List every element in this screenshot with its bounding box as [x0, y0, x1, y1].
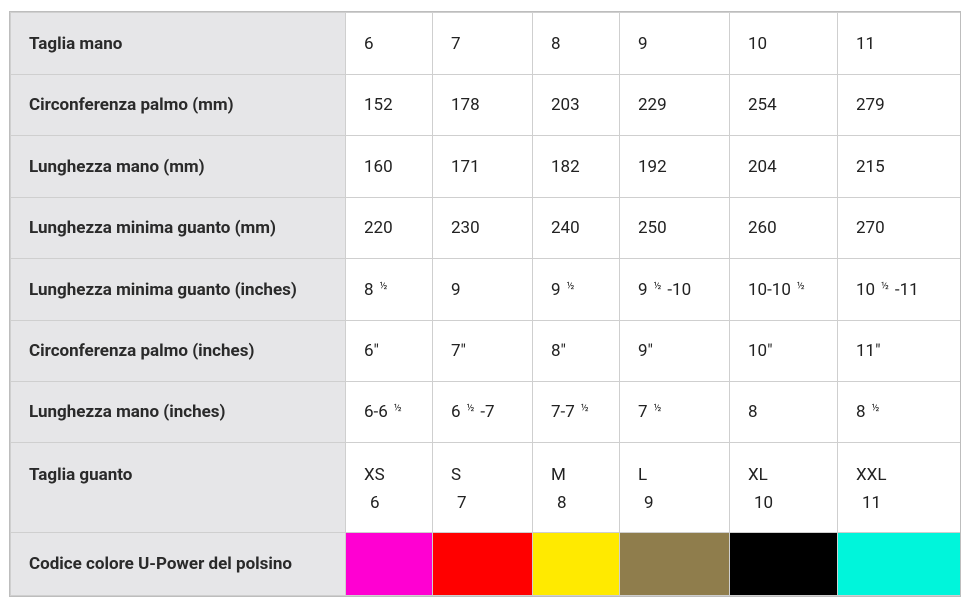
cell-line: XXL: [856, 465, 887, 485]
table-cell: 152: [345, 74, 433, 136]
table-cell: 230: [432, 197, 533, 259]
table-cell: 6 ½ -7: [432, 381, 533, 443]
table-cell: 204: [729, 135, 838, 198]
table-row: Lunghezza minima guanto (inches) 8 ½ 9 9 ½ 9 ½ -…: [10, 258, 961, 321]
table-cell: 270: [837, 197, 961, 259]
table-cell: 171: [432, 135, 533, 198]
table-cell: 7": [432, 320, 533, 382]
row-header: Circonferenza palmo (inches): [10, 320, 346, 382]
table-row: Lunghezza minima guanto (mm) 220 230 240 250…: [10, 197, 961, 259]
row-header: Lunghezza minima guanto (mm): [10, 197, 346, 259]
color-swatch: [729, 532, 838, 596]
table-cell: 182: [532, 135, 620, 198]
table-cell: 240: [532, 197, 620, 259]
cell-line: 11: [862, 493, 882, 513]
cell-line: 10: [754, 493, 774, 513]
row-header: Lunghezza minima guanto (inches): [10, 258, 346, 321]
row-header: Codice colore U-Power del polsino: [10, 532, 346, 596]
cell-line: 7: [457, 493, 467, 513]
table-cell: 7: [432, 12, 533, 75]
table-cell: 11: [837, 12, 961, 75]
row-header: Taglia mano: [10, 12, 346, 75]
cell-line: S: [451, 465, 462, 485]
table-cell: 215: [837, 135, 961, 198]
table-row: Lunghezza mano (inches) 6-6 ½ 6 ½ -7 7-7 ½ 7 ½ 8 8 ½: [10, 381, 961, 443]
cell-line: 6: [370, 493, 380, 513]
color-swatch: [619, 532, 730, 596]
cell-line: 8: [557, 493, 567, 513]
table-cell: 6: [345, 12, 433, 75]
table-row: Circonferenza palmo (inches) 6" 7" 8" 9" 10" 1…: [10, 320, 961, 382]
color-swatch: [432, 532, 533, 596]
table-cell: 203: [532, 74, 620, 136]
table-cell: XXL 11: [837, 442, 961, 533]
row-header: Circonferenza palmo (mm): [10, 74, 346, 136]
color-swatch: [532, 532, 620, 596]
cell-line: XS: [364, 465, 385, 485]
row-header: Lunghezza mano (mm): [10, 135, 346, 198]
color-swatch: [345, 532, 433, 596]
table-cell: 220: [345, 197, 433, 259]
table-cell: 10": [729, 320, 838, 382]
table-cell: 8: [729, 381, 838, 443]
cell-line: M: [551, 465, 566, 485]
table-cell: 8: [532, 12, 620, 75]
table-cell: 11": [837, 320, 961, 382]
table-cell: 260: [729, 197, 838, 259]
table-cell: 10 ½ -11: [837, 258, 961, 321]
table-cell: 10: [729, 12, 838, 75]
table-cell: 7-7 ½: [532, 381, 620, 443]
table-row: Taglia mano 6 7 8 9 10 11: [10, 12, 961, 75]
table-cell: 279: [837, 74, 961, 136]
table-cell: 192: [619, 135, 730, 198]
table-cell: 6-6 ½: [345, 381, 433, 443]
table-cell: XL 10: [729, 442, 838, 533]
table-cell: 9: [619, 12, 730, 75]
table-row: Circonferenza palmo (mm) 152 178 203 229 254 2…: [10, 74, 961, 136]
table-cell: 9": [619, 320, 730, 382]
table-cell: 178: [432, 74, 533, 136]
table-row: Codice colore U-Power del polsino: [10, 532, 961, 596]
cell-line: 9: [644, 493, 654, 513]
table-cell: 6": [345, 320, 433, 382]
row-header: Taglia guanto: [10, 442, 346, 533]
table-cell: 8": [532, 320, 620, 382]
table-cell: 254: [729, 74, 838, 136]
table-cell: 9 ½ -10: [619, 258, 730, 321]
color-swatch: [837, 532, 961, 596]
table-cell: 250: [619, 197, 730, 259]
table-cell: XS 6: [345, 442, 433, 533]
table-row: Lunghezza mano (mm) 160 171 182 192 204 215: [10, 135, 961, 198]
cell-line: XL: [748, 465, 768, 485]
table-cell: 9: [432, 258, 533, 321]
row-header: Lunghezza mano (inches): [10, 381, 346, 443]
size-table: Taglia mano 6 7 8 9 10 11 Circonferenza palmo (…: [10, 12, 961, 596]
cell-line: L: [638, 465, 648, 485]
table-row: Taglia guanto XS 6 S 7 M 8 L 9 XL 10 XXL 11: [10, 442, 961, 533]
table-cell: 10-10 ½: [729, 258, 838, 321]
table-cell: 229: [619, 74, 730, 136]
table-cell: 160: [345, 135, 433, 198]
